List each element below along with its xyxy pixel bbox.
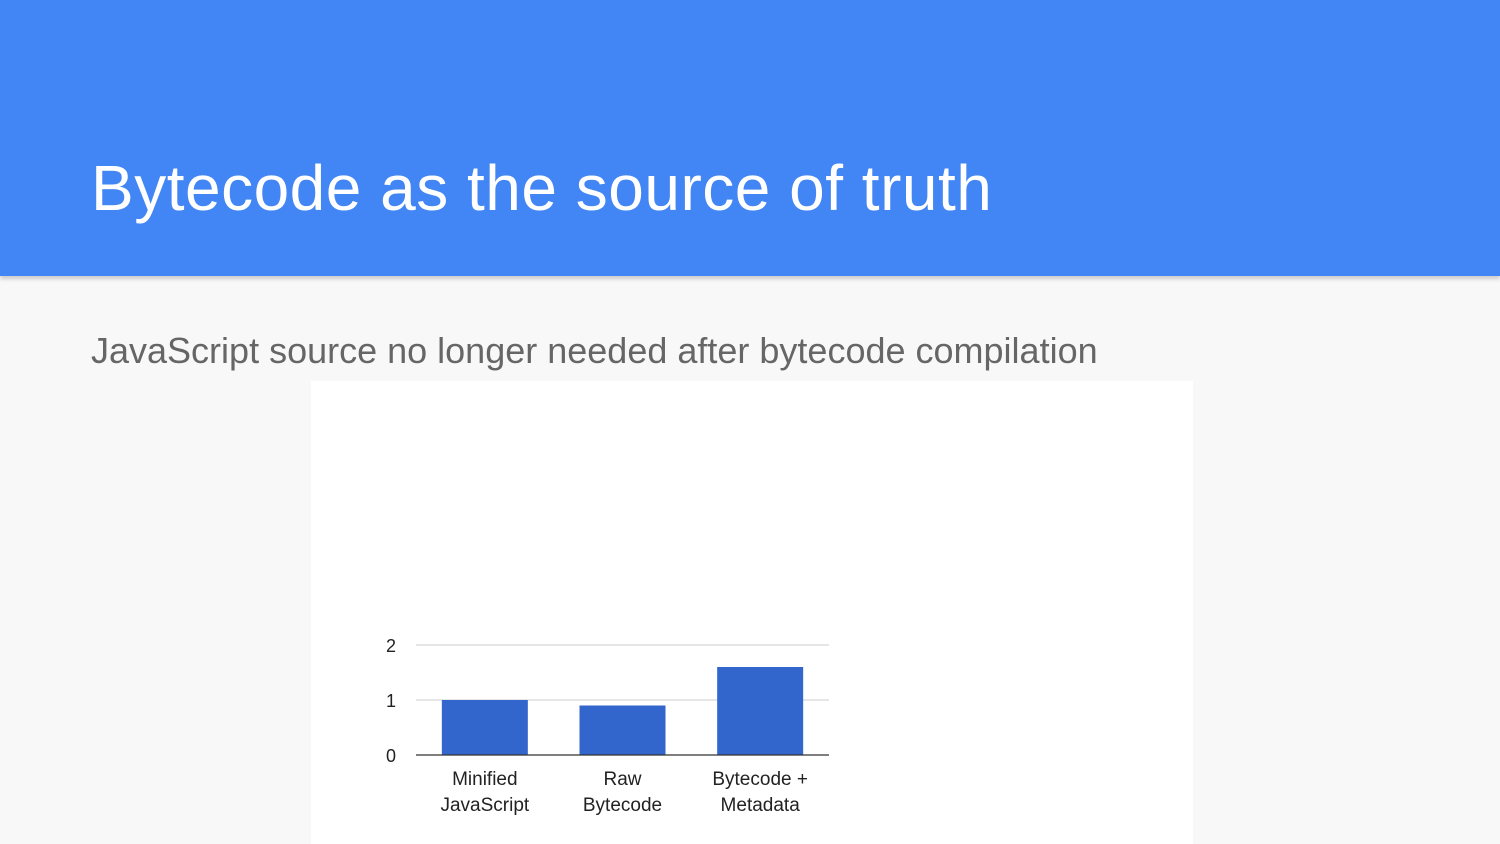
bar	[579, 705, 666, 755]
x-category-label: Raw	[603, 769, 641, 790]
y-tick-label: 2	[386, 636, 396, 656]
bar	[441, 700, 528, 755]
title-banner: Bytecode as the source of truth	[0, 0, 1500, 276]
x-category-label: Bytecode +	[712, 769, 808, 790]
bar-chart: 0 1 2 Minified JavaScript Raw Bytecode Bytecode…	[386, 636, 829, 816]
chart-panel: 0 1 2 Minified JavaScript Raw Bytecode Bytecode…	[311, 381, 1193, 844]
slide-subtitle: JavaScript source no longer needed after…	[91, 330, 1098, 371]
bar	[717, 667, 804, 755]
x-category-label: JavaScript	[440, 795, 529, 816]
y-tick-label: 0	[386, 746, 396, 766]
x-category-label: Bytecode	[583, 795, 662, 816]
x-category-label: Minified	[452, 769, 517, 790]
slide-title: Bytecode as the source of truth	[91, 152, 993, 224]
y-tick-label: 1	[386, 691, 396, 711]
x-category-label: Metadata	[721, 795, 801, 816]
